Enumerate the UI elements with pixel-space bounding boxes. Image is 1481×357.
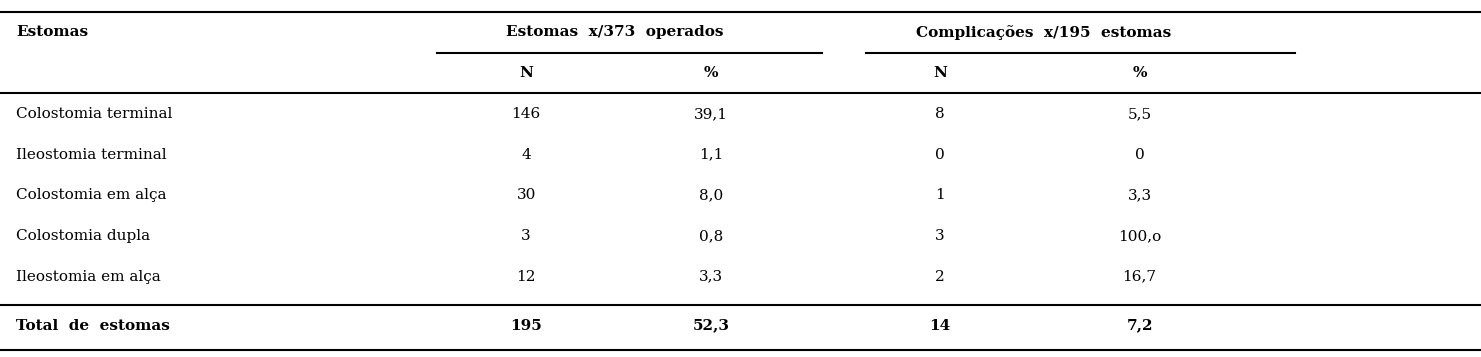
Text: Complicações  x/195  estomas: Complicações x/195 estomas [915, 25, 1171, 40]
Text: 0: 0 [1134, 147, 1145, 162]
Text: 3,3: 3,3 [1127, 188, 1152, 202]
Text: 14: 14 [930, 319, 951, 333]
Text: 8: 8 [935, 107, 945, 121]
Text: 12: 12 [517, 270, 536, 284]
Text: 146: 146 [511, 107, 541, 121]
Text: 195: 195 [511, 319, 542, 333]
Text: 7,2: 7,2 [1127, 319, 1152, 333]
Text: Ileostomia terminal: Ileostomia terminal [16, 147, 167, 162]
Text: %: % [703, 66, 718, 80]
Text: 4: 4 [521, 147, 532, 162]
Text: Colostomia terminal: Colostomia terminal [16, 107, 173, 121]
Text: 3,3: 3,3 [699, 270, 723, 284]
Text: 3: 3 [935, 229, 945, 243]
Text: 0,8: 0,8 [699, 229, 723, 243]
Text: 16,7: 16,7 [1123, 270, 1157, 284]
Text: Total  de  estomas: Total de estomas [16, 319, 170, 333]
Text: 100,o: 100,o [1118, 229, 1161, 243]
Text: 1,1: 1,1 [699, 147, 723, 162]
Text: Colostomia dupla: Colostomia dupla [16, 229, 150, 243]
Text: 0: 0 [935, 147, 945, 162]
Text: %: % [1133, 66, 1146, 80]
Text: Colostomia em alça: Colostomia em alça [16, 188, 167, 202]
Text: Ileostomia em alça: Ileostomia em alça [16, 270, 161, 284]
Text: 30: 30 [517, 188, 536, 202]
Text: 52,3: 52,3 [693, 319, 730, 333]
Text: 2: 2 [935, 270, 945, 284]
Text: Estomas: Estomas [16, 25, 89, 39]
Text: 3: 3 [521, 229, 532, 243]
Text: Estomas  x/373  operados: Estomas x/373 operados [507, 25, 724, 39]
Text: 39,1: 39,1 [695, 107, 729, 121]
Text: N: N [933, 66, 946, 80]
Text: 8,0: 8,0 [699, 188, 723, 202]
Text: 1: 1 [935, 188, 945, 202]
Text: 5,5: 5,5 [1127, 107, 1152, 121]
Text: N: N [520, 66, 533, 80]
